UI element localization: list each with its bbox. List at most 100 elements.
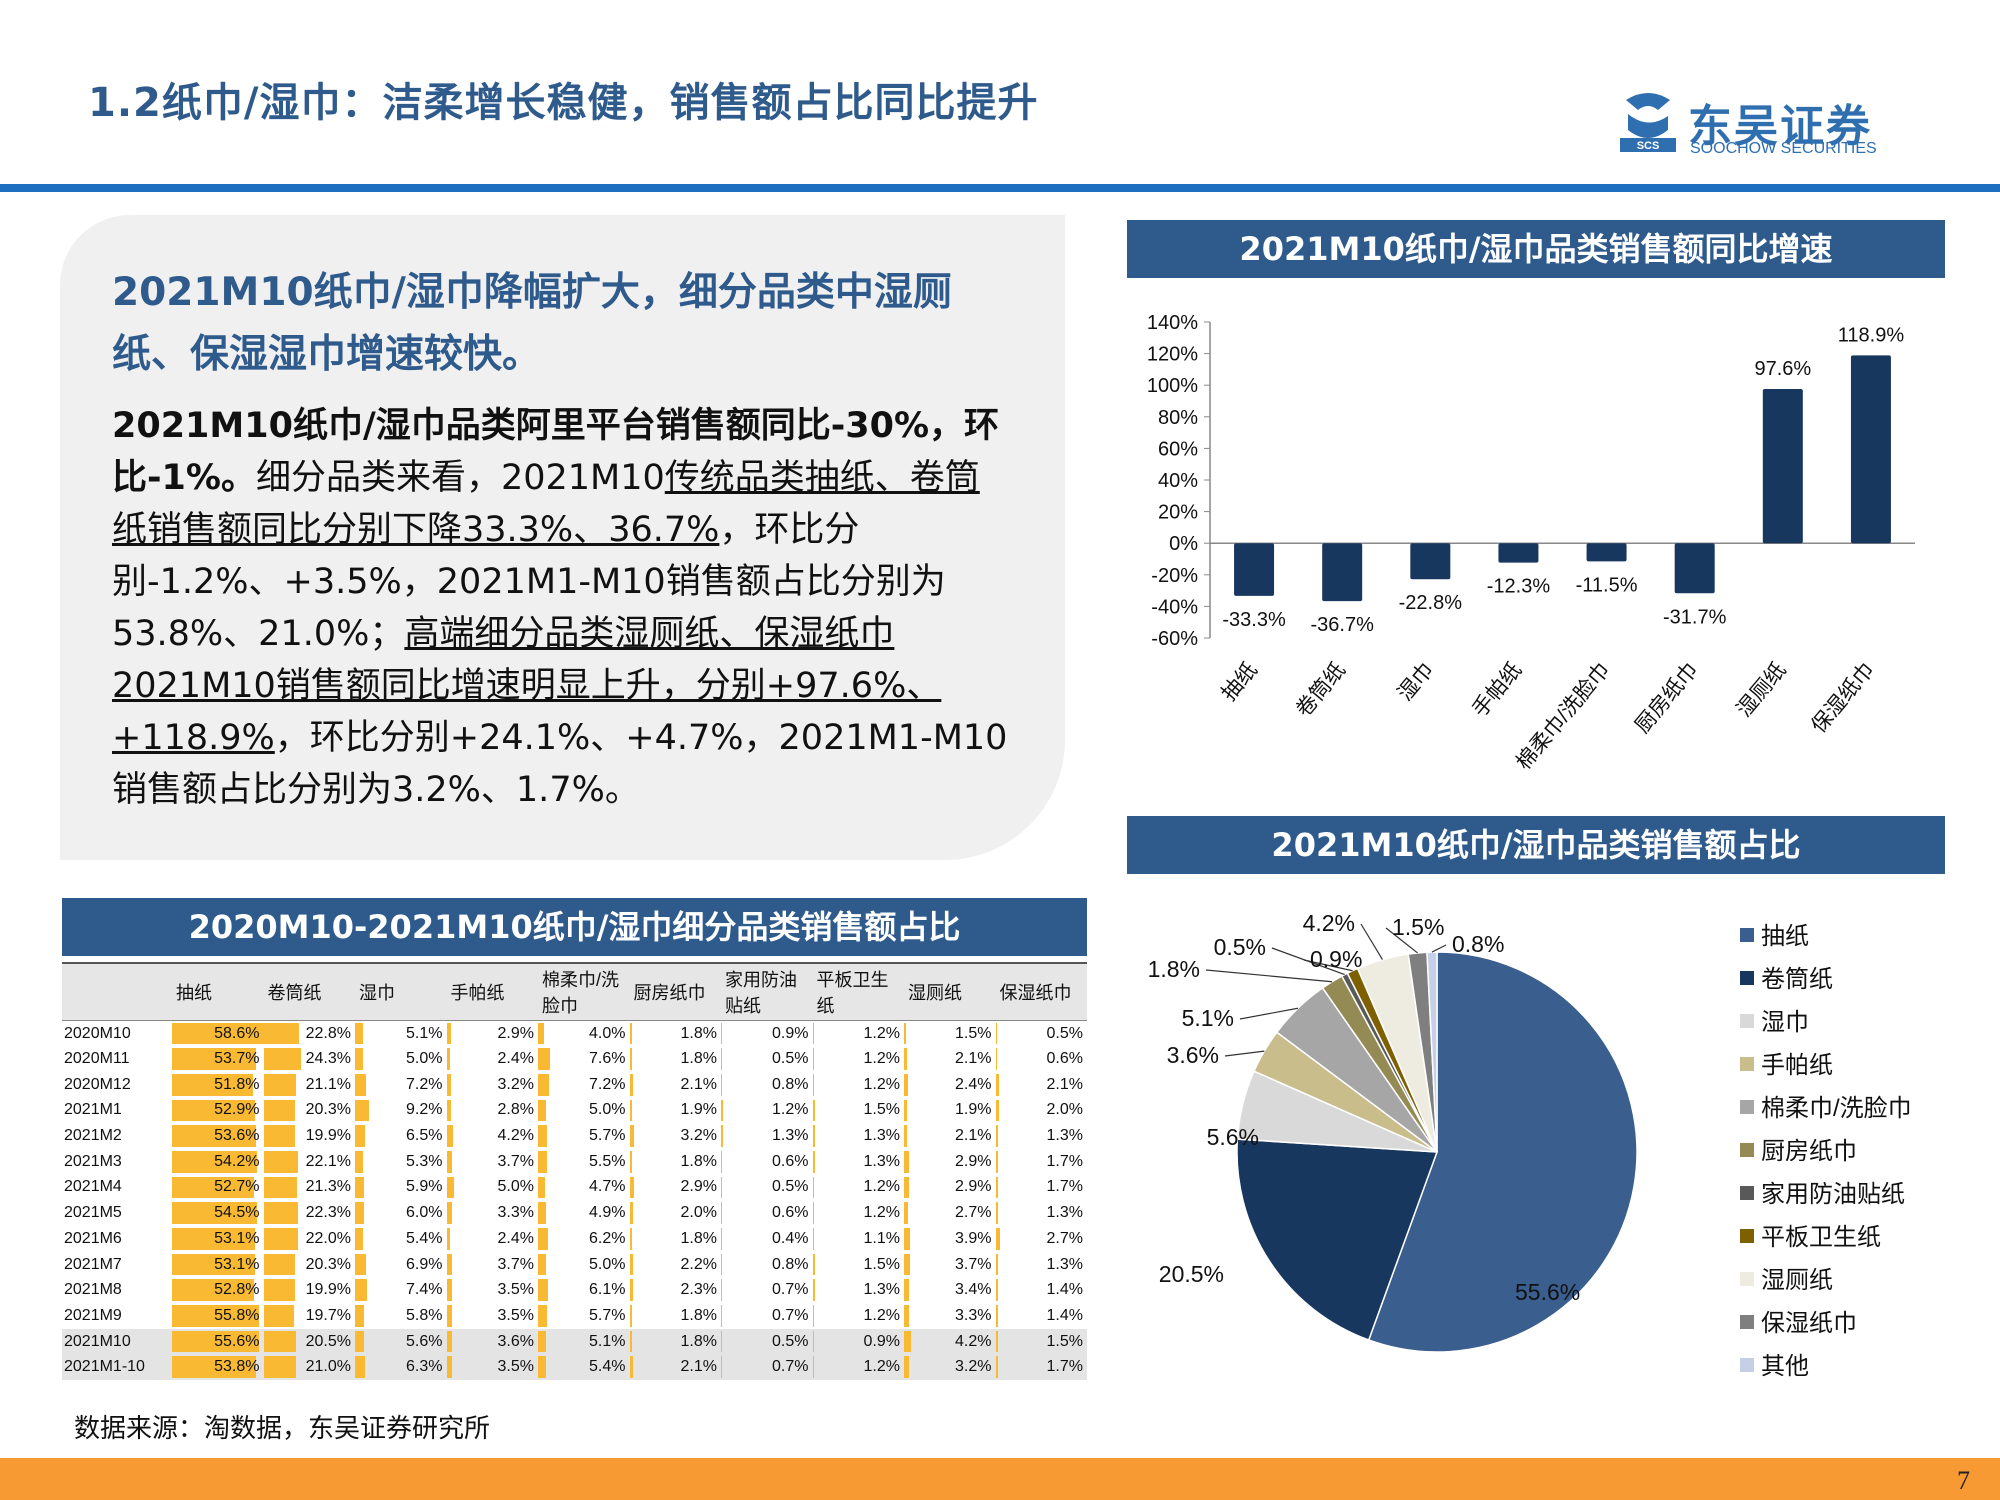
- table-cell: 1.9%: [629, 1098, 722, 1124]
- table-cell-bar: [812, 1228, 815, 1250]
- table-cell-value: 53.8%: [214, 1358, 260, 1376]
- table-cell-bar: [446, 1176, 455, 1199]
- table-cell-value: 52.8%: [214, 1281, 260, 1299]
- legend-label: 湿巾: [1761, 1009, 1809, 1036]
- table-cell: 1.3%: [721, 1123, 813, 1149]
- legend-swatch: [1740, 1100, 1754, 1114]
- table-cell: 6.2%: [538, 1226, 630, 1252]
- table-cell: 3.7%: [446, 1252, 539, 1278]
- table-cell: 2.4%: [446, 1046, 539, 1072]
- pie-data-label: 4.2%: [1303, 910, 1355, 936]
- table-cell: 1.4%: [995, 1277, 1088, 1303]
- table-cell: 1.8%: [629, 1328, 721, 1355]
- bar-data-label: -11.5%: [1576, 574, 1638, 596]
- table-cell-value: 0.6%: [772, 1152, 809, 1170]
- pie-data-label: 55.6%: [1515, 1279, 1580, 1305]
- table-cell-bar: [995, 1253, 998, 1276]
- table-row-label: 2021M10: [62, 1328, 172, 1355]
- table-column-header: 湿巾: [355, 962, 447, 1021]
- table-row-label: 2021M3: [64, 1152, 122, 1170]
- summary-text-3: ，环比分别+24.1%、+4.7%，2021M1-M10销售额占比分别为3.2%…: [112, 718, 1008, 810]
- table-cell-bar: [263, 1279, 295, 1302]
- table-cell-value: 1.2%: [863, 1050, 900, 1068]
- table-cell-value: 5.7%: [589, 1306, 626, 1324]
- bar-data-label: -36.7%: [1311, 614, 1375, 636]
- table-cell: 2.1%: [995, 1072, 1088, 1098]
- table-cell: 3.7%: [446, 1149, 539, 1175]
- table-cell: 5.4%: [538, 1354, 630, 1381]
- table-cell-value: 2.9%: [955, 1178, 992, 1196]
- table-cell: 2.9%: [629, 1175, 722, 1201]
- table-cell-bar: [263, 1228, 298, 1250]
- table-cell-value: 4.2%: [955, 1332, 992, 1350]
- legend-label: 抽纸: [1761, 923, 1809, 950]
- table-cell-value: 0.6%: [1046, 1050, 1083, 1068]
- table-cell-bar: [904, 1150, 909, 1173]
- table-cell-bar: [355, 1048, 363, 1070]
- table-cell: 53.1%: [172, 1226, 264, 1252]
- legend-swatch: [1740, 1315, 1754, 1329]
- pie-data-label: 1.5%: [1392, 914, 1444, 940]
- table-cell-value: 4.2%: [497, 1127, 534, 1145]
- table-column-header: 湿厕纸: [904, 962, 996, 1021]
- table-cell-bar: [538, 1176, 546, 1199]
- table-cell: 19.9%: [263, 1123, 356, 1149]
- legend-label: 手帕纸: [1761, 1052, 1833, 1079]
- summary-body: 2021M10纸巾/湿巾品类阿里平台销售额同比-30%，环比-1%。细分品类来看…: [112, 400, 1012, 816]
- table-cell-bar: [721, 1356, 723, 1379]
- table-cell-bar: [446, 1073, 452, 1096]
- table-cell-value: 3.7%: [497, 1255, 534, 1273]
- table-cell: 3.2%: [446, 1072, 539, 1098]
- x-category-label: 手帕纸: [1468, 658, 1526, 721]
- table-cell: 19.9%: [263, 1277, 356, 1303]
- table-cell-value: 1.2%: [863, 1358, 900, 1376]
- table-cell-value: 24.3%: [305, 1050, 351, 1068]
- bar-data-label: -22.8%: [1399, 592, 1463, 614]
- logo-en-text: SOOCHOW SECURITIES: [1690, 140, 1877, 157]
- table-cell-value: 0.4%: [772, 1229, 809, 1247]
- table-cell-bar: [538, 1330, 546, 1353]
- table-cell-bar: [721, 1048, 722, 1070]
- x-category-label: 保湿纸巾: [1807, 658, 1879, 737]
- table-cell-value: 3.5%: [497, 1306, 534, 1324]
- table-cell: 0.5%: [721, 1046, 813, 1072]
- table-cell-value: 6.5%: [406, 1127, 443, 1145]
- table-cell: 3.4%: [904, 1277, 996, 1303]
- table-cell: 1.4%: [995, 1303, 1088, 1329]
- table-cell-value: 2.8%: [497, 1101, 534, 1119]
- table-cell-value: 19.9%: [305, 1281, 351, 1299]
- table-cell: 2.1%: [629, 1072, 722, 1098]
- table-header-row: 抽纸 卷筒纸 湿巾 手帕纸 棉柔巾/洗脸巾 厨房纸巾 家用防油贴纸 平板卫生纸 湿厕纸 保湿纸巾: [62, 962, 1087, 1021]
- table-cell-bar: [355, 1279, 367, 1302]
- table-cell: 1.8%: [629, 1149, 722, 1175]
- table-cell-value: 5.3%: [406, 1152, 443, 1170]
- table-cell: 5.5%: [538, 1149, 630, 1175]
- table-cell-value: 1.2%: [863, 1306, 900, 1324]
- table-cell: 52.9%: [172, 1098, 264, 1124]
- table-cell-bar: [629, 1228, 633, 1250]
- table-cell-bar: [172, 1228, 255, 1250]
- table-cell-value: 1.8%: [680, 1050, 717, 1068]
- table-cell: 2.2%: [629, 1252, 722, 1278]
- logo-mark-text: SCS: [1637, 140, 1660, 152]
- table-cell-value: 1.3%: [1046, 1127, 1083, 1145]
- table-cell: 0.6%: [721, 1200, 813, 1226]
- table-cell-bar: [446, 1253, 453, 1276]
- table-cell: 1.7%: [995, 1354, 1087, 1381]
- summary-text-1: 细分品类来看，2021M10: [255, 458, 665, 498]
- table-cell-bar: [812, 1023, 815, 1045]
- table-cell: 5.8%: [355, 1303, 447, 1329]
- table-cell: 7.2%: [355, 1072, 447, 1098]
- table-cell-bar: [538, 1073, 550, 1096]
- table-cell-value: 1.4%: [1046, 1306, 1083, 1324]
- table-cell: 2.8%: [446, 1098, 539, 1124]
- table-cell-value: 0.7%: [772, 1281, 809, 1299]
- table-cell-bar: [995, 1073, 999, 1096]
- table-cell: 5.1%: [538, 1328, 630, 1355]
- table-cell: 7.2%: [538, 1072, 630, 1098]
- table-cell-bar: [446, 1356, 452, 1379]
- table-cell-value: 1.3%: [772, 1127, 809, 1145]
- table-cell-value: 55.8%: [214, 1306, 260, 1324]
- pie-leader-line: [1431, 944, 1447, 953]
- table-cell-bar: [812, 1305, 815, 1327]
